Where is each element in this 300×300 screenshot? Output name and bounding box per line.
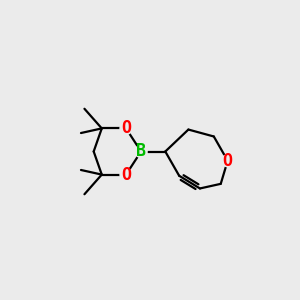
Circle shape	[135, 146, 147, 158]
Text: B: B	[136, 142, 146, 160]
Text: O: O	[121, 166, 131, 184]
Circle shape	[222, 155, 234, 167]
Circle shape	[120, 122, 132, 134]
Text: O: O	[121, 119, 131, 137]
Circle shape	[120, 169, 132, 181]
Text: O: O	[223, 152, 233, 170]
